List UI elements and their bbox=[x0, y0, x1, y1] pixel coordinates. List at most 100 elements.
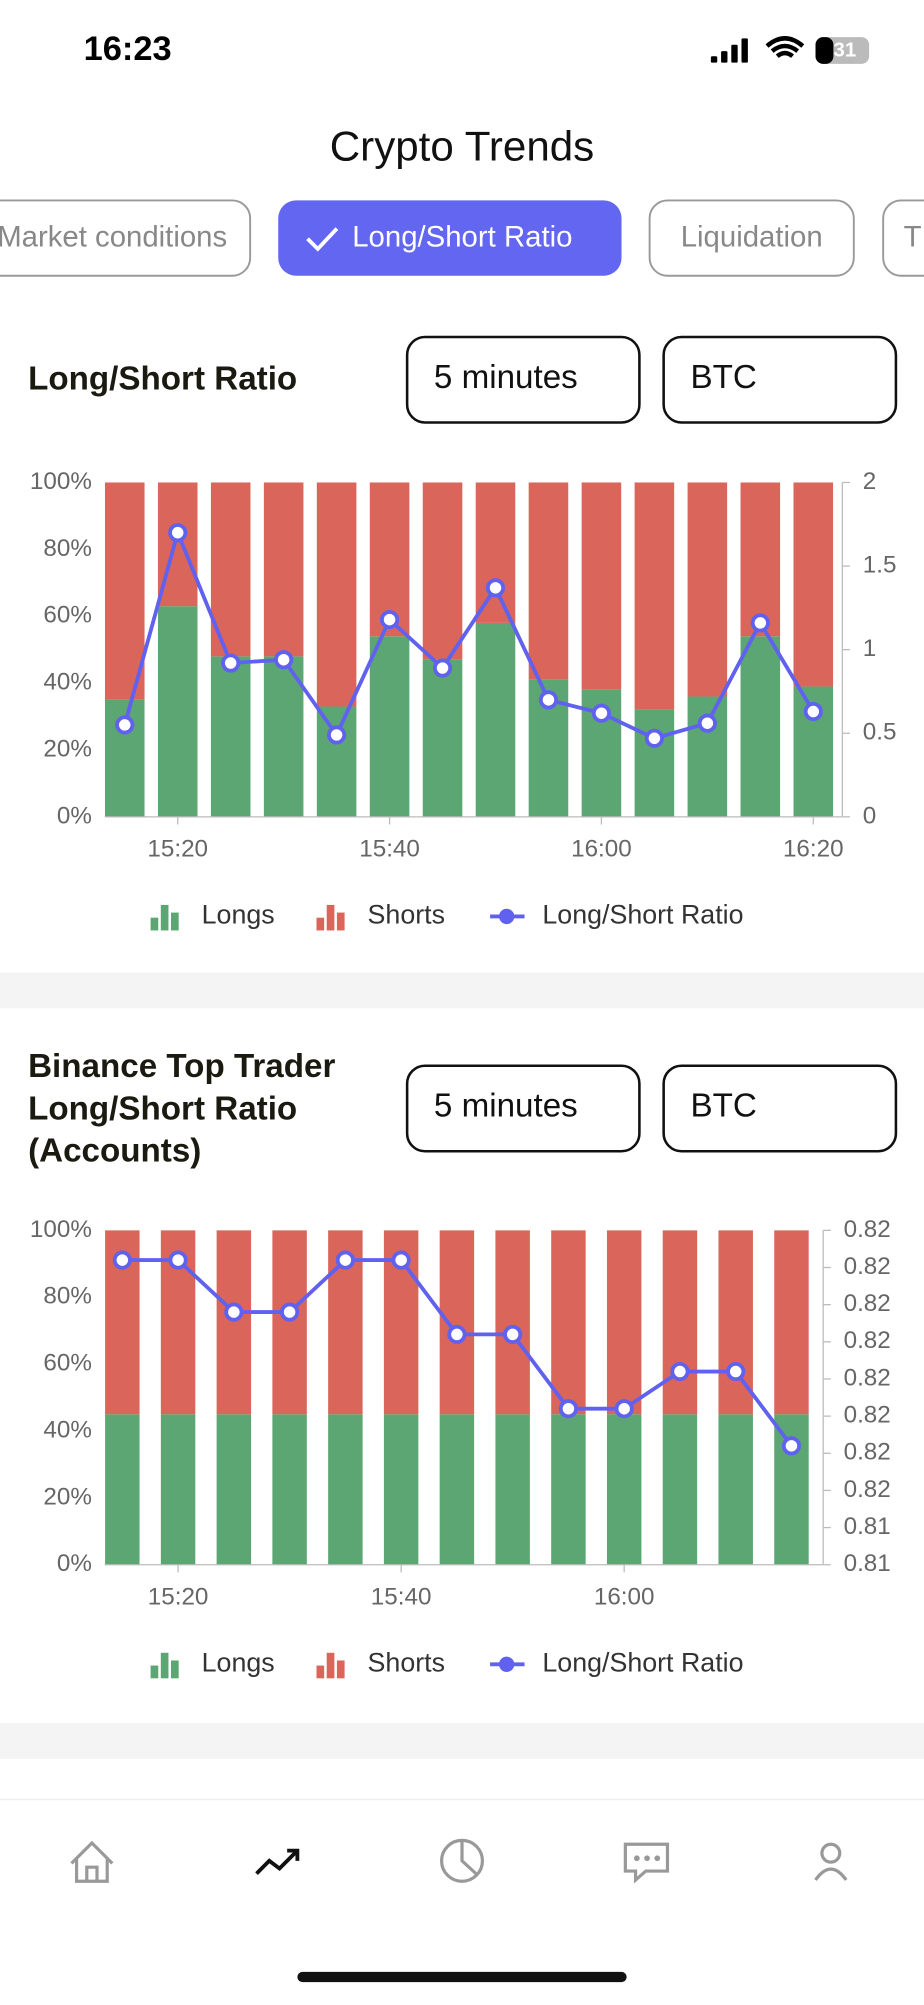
y-tick-label: 20% bbox=[43, 735, 92, 762]
bar-segment bbox=[439, 1230, 475, 1415]
bar-segment bbox=[718, 1230, 753, 1415]
tab-label: Liquidation bbox=[681, 220, 823, 253]
y-tick-label: 40% bbox=[43, 1416, 92, 1443]
legend-label: Longs bbox=[202, 1647, 275, 1677]
x-tick-label: 15:40 bbox=[371, 1583, 432, 1610]
tab-active[interactable] bbox=[278, 200, 622, 276]
x-tick-label: 15:20 bbox=[147, 835, 208, 862]
bar-segment bbox=[606, 1230, 642, 1415]
nav-profile[interactable] bbox=[814, 1842, 848, 1881]
y-tick-label: 20% bbox=[43, 1483, 92, 1510]
y2-tick-label: 0.82 bbox=[844, 1216, 891, 1243]
bar-segment bbox=[634, 482, 675, 710]
legend-label: Shorts bbox=[368, 899, 445, 929]
coin-select[interactable] bbox=[662, 1064, 898, 1153]
ratio-point bbox=[280, 1302, 300, 1322]
tab[interactable] bbox=[0, 199, 252, 277]
bar-segment bbox=[740, 482, 781, 637]
ratio-point bbox=[115, 715, 135, 735]
bar-segment bbox=[263, 482, 304, 657]
ratio-point bbox=[750, 613, 770, 633]
y2-tick-label: 0.81 bbox=[844, 1513, 891, 1540]
interval-value: 5 minutes bbox=[434, 1088, 578, 1125]
y-tick-label: 60% bbox=[43, 602, 92, 629]
legend-icon bbox=[150, 917, 159, 931]
ratio-point bbox=[538, 690, 559, 710]
separator bbox=[0, 972, 924, 1009]
status-time: 16:23 bbox=[84, 30, 172, 68]
bar-segment bbox=[316, 482, 357, 707]
coin-value: BTC bbox=[690, 359, 756, 396]
x-tick-label: 15:20 bbox=[148, 1583, 209, 1610]
bottom-nav bbox=[0, 1799, 924, 2000]
nav-messages[interactable] bbox=[623, 1842, 670, 1884]
separator bbox=[0, 1722, 924, 1759]
legend-icon bbox=[336, 912, 345, 931]
ratio-point bbox=[380, 610, 400, 630]
bar-segment bbox=[606, 1414, 642, 1565]
bar-segment bbox=[105, 1414, 140, 1565]
y2-tick-label: 0.82 bbox=[844, 1476, 891, 1503]
nav-portfolio[interactable] bbox=[439, 1838, 485, 1883]
legend-icon bbox=[336, 1660, 345, 1679]
coin-select[interactable] bbox=[662, 335, 898, 424]
legend-icon bbox=[316, 1665, 325, 1679]
legend-icon bbox=[150, 1665, 159, 1679]
bar-segment bbox=[210, 656, 251, 817]
tab[interactable] bbox=[648, 199, 855, 277]
bar-segment bbox=[272, 1230, 307, 1415]
y2-tick-label: 1.5 bbox=[863, 551, 897, 578]
bar-segment bbox=[774, 1230, 809, 1415]
bar-segment bbox=[316, 706, 357, 817]
legend-icon bbox=[160, 904, 169, 931]
bar-segment bbox=[718, 1414, 753, 1565]
ratio-point bbox=[391, 1250, 411, 1270]
bar-segment bbox=[422, 482, 463, 660]
ratio-point bbox=[726, 1361, 746, 1382]
bar-segment bbox=[793, 482, 834, 687]
nav-home[interactable] bbox=[70, 1840, 114, 1883]
ratio-point bbox=[221, 653, 241, 673]
interval-select[interactable] bbox=[405, 1064, 641, 1153]
y2-tick-label: 0.82 bbox=[844, 1402, 891, 1429]
x-tick-label: 16:00 bbox=[571, 835, 632, 862]
y2-tick-label: 0.81 bbox=[844, 1550, 891, 1577]
ratio-point bbox=[503, 1324, 523, 1344]
legend-label: Shorts bbox=[368, 1647, 445, 1677]
y2-tick-label: 2 bbox=[863, 468, 876, 495]
tab[interactable] bbox=[882, 199, 924, 277]
bar-segment bbox=[662, 1414, 698, 1565]
y2-tick-label: 0.82 bbox=[844, 1364, 891, 1391]
ratio-point bbox=[670, 1361, 690, 1382]
wifi-icon bbox=[765, 36, 805, 59]
bar-segment bbox=[439, 1414, 475, 1565]
ratio-point bbox=[224, 1302, 244, 1322]
ratio-point bbox=[327, 725, 347, 745]
bar-segment bbox=[687, 482, 728, 697]
home-indicator bbox=[297, 1971, 627, 1983]
y-tick-label: 40% bbox=[43, 669, 92, 696]
tab-label: Market conditions bbox=[0, 220, 227, 253]
y2-tick-label: 0 bbox=[863, 802, 876, 829]
y2-tick-label: 0.82 bbox=[844, 1327, 891, 1354]
bar-segment bbox=[528, 482, 569, 680]
bar-segment bbox=[216, 1414, 252, 1565]
section-title: Binance Top Trader Long/Short Ratio (Acc… bbox=[28, 1046, 336, 1170]
interval-select[interactable] bbox=[405, 335, 641, 424]
y-tick-label: 80% bbox=[43, 1283, 92, 1310]
bar-segment bbox=[740, 636, 781, 817]
legend-icon bbox=[499, 1656, 515, 1672]
check-icon bbox=[306, 227, 339, 252]
y2-tick-label: 0.82 bbox=[844, 1439, 891, 1466]
bar-segment bbox=[263, 656, 304, 817]
bar-segment bbox=[369, 636, 410, 817]
bar-segment bbox=[581, 482, 622, 690]
y2-tick-label: 0.82 bbox=[844, 1290, 891, 1317]
ratio-point bbox=[335, 1250, 355, 1270]
nav-trends[interactable] bbox=[255, 1848, 300, 1875]
page-title: Crypto Trends bbox=[330, 123, 594, 170]
bar-segment bbox=[551, 1230, 586, 1415]
legend-icon bbox=[171, 1660, 179, 1679]
